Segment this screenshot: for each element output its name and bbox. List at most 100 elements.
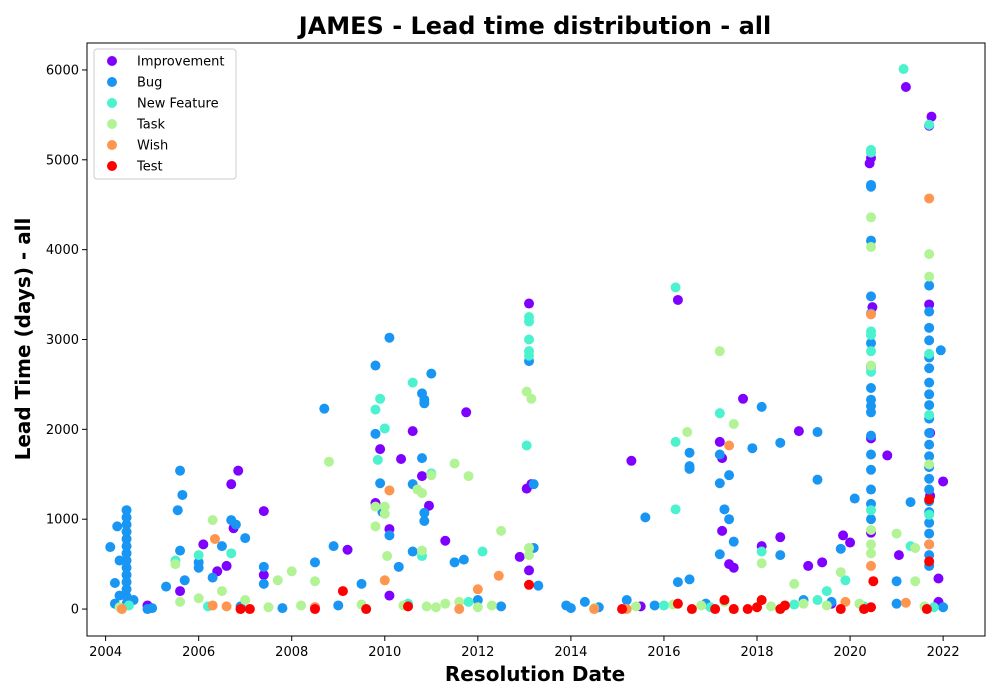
data-point — [924, 400, 935, 411]
data-point — [866, 560, 877, 571]
data-point — [924, 348, 935, 359]
data-point — [742, 604, 753, 615]
data-point — [714, 478, 725, 489]
data-point — [938, 476, 949, 487]
data-point — [370, 360, 381, 371]
data-point — [866, 330, 877, 341]
data-point — [579, 596, 590, 607]
data-point — [230, 519, 241, 530]
data-point — [161, 581, 172, 592]
data-point — [779, 600, 790, 611]
legend-marker — [107, 119, 117, 129]
data-point — [924, 377, 935, 388]
data-point — [866, 147, 877, 158]
data-point — [672, 294, 683, 305]
data-point — [866, 602, 877, 613]
data-point — [112, 521, 123, 532]
data-point — [121, 562, 132, 573]
series-improvement — [142, 82, 949, 613]
data-point — [866, 383, 877, 394]
data-point — [216, 586, 227, 597]
data-point — [924, 459, 935, 470]
data-point — [207, 600, 218, 611]
data-point — [765, 601, 776, 612]
data-point — [449, 458, 460, 469]
data-point — [924, 556, 935, 567]
data-point — [524, 550, 535, 561]
data-point — [384, 332, 395, 343]
data-point — [226, 548, 237, 559]
data-point — [724, 440, 735, 451]
data-point — [866, 539, 877, 550]
data-point — [193, 593, 204, 604]
data-points — [105, 64, 949, 615]
data-point — [417, 453, 428, 464]
data-point — [170, 559, 181, 570]
data-point — [384, 530, 395, 541]
data-point — [375, 478, 386, 489]
data-point — [109, 577, 120, 588]
data-point — [866, 464, 877, 475]
data-point — [121, 512, 132, 523]
data-point — [793, 426, 804, 437]
data-point — [756, 595, 767, 606]
x-tick-label: 2004 — [89, 645, 122, 660]
data-point — [724, 470, 735, 481]
data-point — [370, 521, 381, 532]
data-point — [866, 505, 877, 516]
data-point — [521, 440, 532, 451]
data-point — [910, 576, 921, 587]
data-point — [849, 493, 860, 504]
data-point — [747, 443, 758, 454]
data-point — [426, 470, 437, 481]
data-point — [356, 578, 367, 589]
y-tick-label: 1000 — [46, 513, 79, 528]
data-point — [147, 603, 158, 614]
data-point — [524, 334, 535, 345]
data-point — [421, 601, 432, 612]
data-point — [263, 602, 274, 613]
data-point — [840, 575, 851, 586]
x-tick-label: 2008 — [275, 645, 308, 660]
data-point — [461, 407, 472, 418]
data-point — [514, 551, 525, 562]
data-point — [370, 501, 381, 512]
data-point — [752, 602, 763, 613]
data-point — [728, 536, 739, 547]
data-point — [817, 557, 828, 568]
legend-label: Test — [136, 160, 163, 175]
series-new-feature — [123, 64, 939, 613]
data-point — [696, 600, 707, 611]
data-point — [286, 566, 297, 577]
legend-marker — [107, 161, 117, 171]
data-point — [891, 528, 902, 539]
data-point — [328, 541, 339, 552]
legend-label: New Feature — [137, 97, 219, 112]
data-point — [526, 393, 537, 404]
data-point — [775, 550, 786, 561]
data-point — [524, 579, 535, 590]
data-point — [458, 554, 469, 565]
data-point — [486, 600, 497, 611]
data-point — [821, 586, 832, 597]
data-point — [240, 595, 251, 606]
y-tick-label: 4000 — [46, 243, 79, 258]
series-task — [114, 212, 935, 614]
data-point — [121, 548, 132, 559]
data-point — [207, 572, 218, 583]
data-point — [924, 509, 935, 520]
data-point — [866, 291, 877, 302]
data-point — [840, 596, 851, 607]
data-point — [938, 602, 949, 613]
legend-box — [93, 48, 237, 180]
data-point — [524, 350, 535, 361]
data-point — [924, 335, 935, 346]
data-point — [407, 426, 418, 437]
data-point — [719, 595, 730, 606]
data-point — [838, 530, 849, 541]
x-tick-label: 2018 — [740, 645, 773, 660]
data-point — [116, 604, 127, 615]
legend-marker — [107, 77, 117, 87]
data-point — [617, 604, 628, 615]
